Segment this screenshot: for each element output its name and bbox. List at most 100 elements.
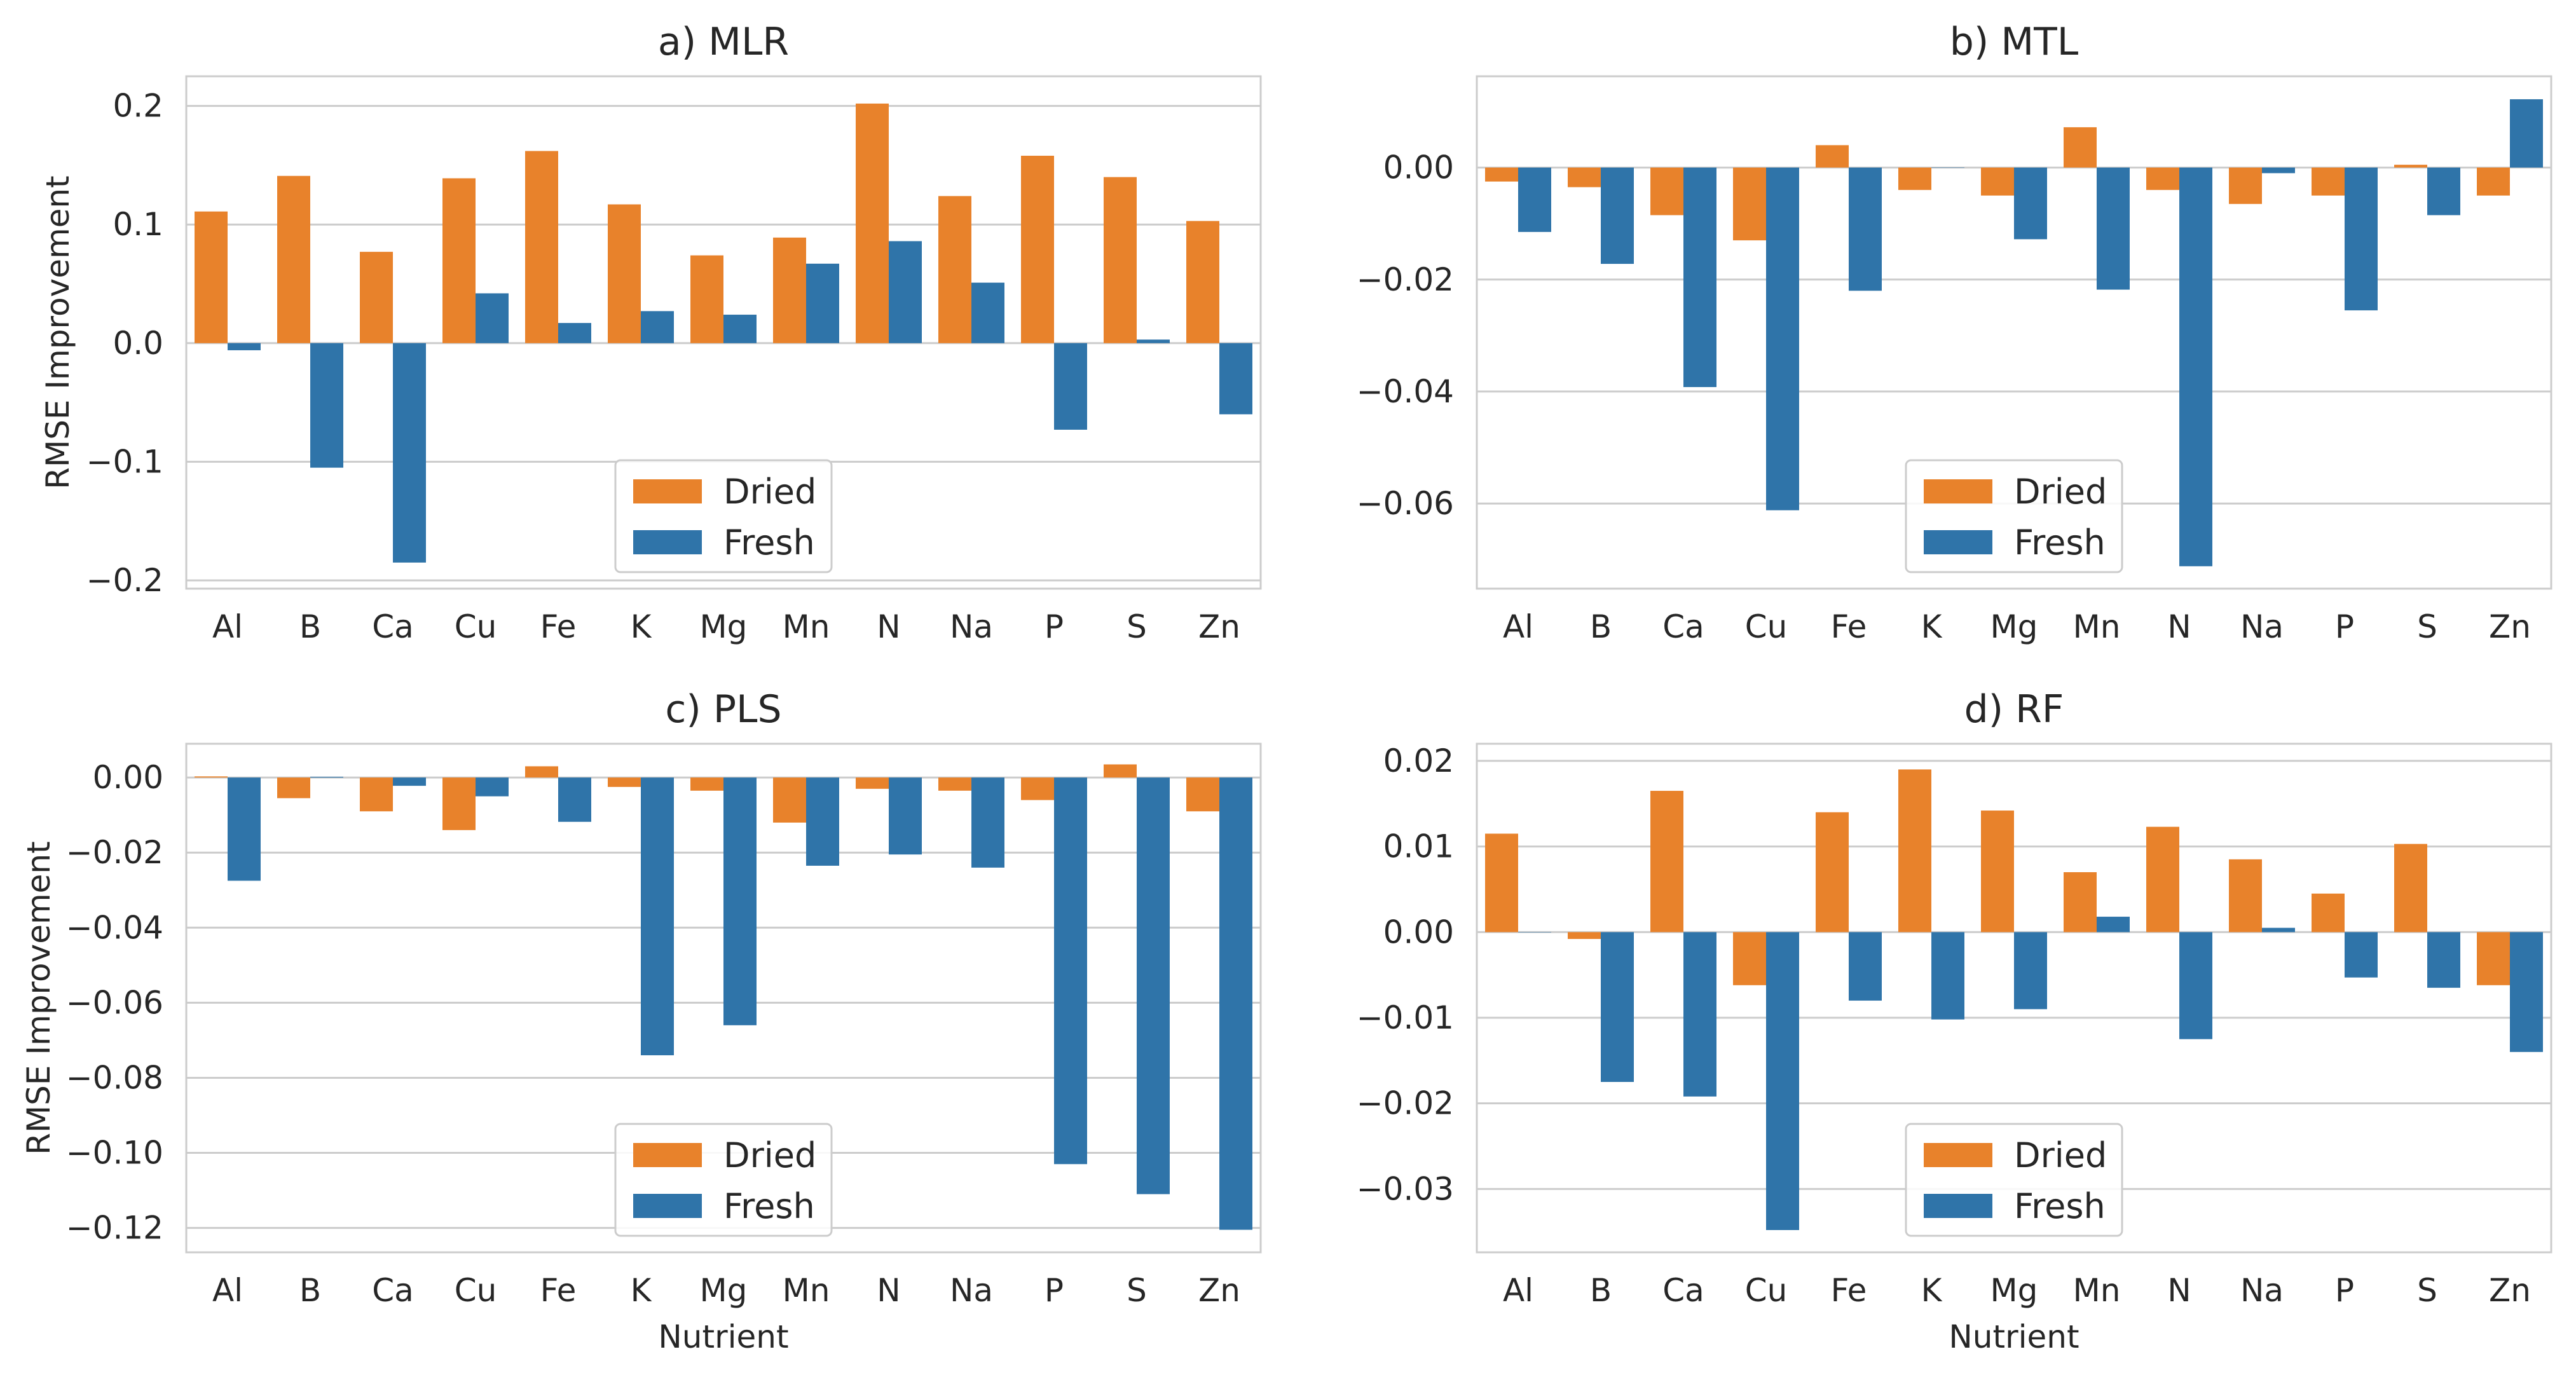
- bar-dried-al: [1485, 167, 1518, 182]
- bar-dried-mg: [690, 777, 723, 791]
- y-tick-label: −0.08: [66, 1059, 163, 1096]
- bar-fresh-n: [889, 777, 922, 855]
- legend-swatch-dried: [633, 479, 702, 503]
- bar-fresh-ca: [393, 777, 426, 786]
- bar-fresh-b: [1601, 932, 1634, 1082]
- x-tick-label: Ca: [372, 608, 414, 645]
- x-axis-label: Nutrient: [1949, 1318, 2079, 1355]
- bar-dried-b: [277, 175, 310, 343]
- bar-fresh-s: [2427, 167, 2460, 216]
- bar-dried-fe: [1816, 812, 1849, 933]
- bar-dried-k: [608, 777, 641, 787]
- bar-dried-k: [1898, 769, 1931, 933]
- bar-dried-zn: [1186, 221, 1219, 343]
- legend-swatch-fresh: [1924, 530, 1992, 554]
- bar-fresh-s: [2427, 932, 2460, 988]
- bar-fresh-al: [228, 777, 261, 881]
- bar-dried-zn: [1186, 777, 1219, 812]
- y-tick-label: −0.04: [66, 909, 163, 946]
- bar-fresh-n: [2179, 932, 2212, 1039]
- x-tick-label: Zn: [1198, 1272, 1240, 1309]
- x-tick-label: Mn: [2073, 608, 2121, 645]
- bar-fresh-ca: [393, 343, 426, 563]
- bar-dried-cu: [442, 178, 476, 343]
- x-tick-label: Ca: [372, 1272, 414, 1309]
- x-tick-label: N: [877, 1272, 900, 1309]
- bar-dried-k: [608, 204, 641, 343]
- bar-dried-b: [1568, 932, 1601, 940]
- bar-dried-cu: [1733, 167, 1766, 241]
- y-tick-label: −0.12: [66, 1210, 163, 1247]
- bar-fresh-zn: [2510, 932, 2543, 1052]
- legend-label-fresh: Fresh: [723, 1186, 815, 1226]
- x-tick-label: N: [877, 608, 900, 645]
- y-tick-label: 0.01: [1383, 828, 1454, 865]
- y-tick-label: −0.03: [1357, 1170, 1454, 1207]
- legend-label-dried: Dried: [723, 472, 816, 512]
- legend-label-dried: Dried: [723, 1135, 816, 1175]
- legend: Dried Fresh: [1905, 459, 2123, 573]
- bar-dried-na: [938, 777, 971, 791]
- bar-fresh-p: [1054, 343, 1087, 430]
- bar-fresh-al: [1518, 932, 1551, 933]
- bar-fresh-k: [1931, 932, 1964, 1020]
- legend: Dried Fresh: [614, 1123, 833, 1237]
- y-tick-label: −0.2: [86, 562, 163, 599]
- y-tick-label: −0.04: [1357, 373, 1454, 410]
- x-tick-label: Cu: [1745, 608, 1788, 645]
- y-tick-label: 0.00: [1383, 913, 1454, 950]
- x-tick-label: Ca: [1662, 608, 1704, 645]
- legend-label-dried: Dried: [2014, 472, 2107, 512]
- bar-dried-fe: [1816, 145, 1849, 168]
- bar-dried-b: [1568, 167, 1601, 188]
- bar-dried-cu: [1733, 932, 1766, 985]
- bar-dried-mn: [2064, 872, 2097, 933]
- legend-swatch-dried: [1924, 1143, 1992, 1167]
- bar-dried-al: [195, 211, 228, 343]
- x-tick-label: Cu: [455, 608, 497, 645]
- x-tick-label: Al: [1503, 1272, 1533, 1309]
- bar-dried-mg: [1981, 167, 2014, 196]
- x-tick-label: Al: [1503, 608, 1533, 645]
- bar-dried-b: [277, 777, 310, 798]
- bar-dried-zn: [2477, 167, 2510, 196]
- bar-dried-p: [1021, 156, 1054, 343]
- legend-label-fresh: Fresh: [723, 523, 815, 563]
- bar-fresh-mn: [2097, 167, 2130, 290]
- y-tick-label: −0.01: [1357, 999, 1454, 1036]
- bar-fresh-cu: [1766, 167, 1799, 510]
- panel-a-mlr: −0.2 −0.1 0.0 0.1 0.2 Al B Ca Cu Fe K Mg Mn N Na P S Zn a)…: [39, 20, 1262, 645]
- bar-fresh-cu: [476, 293, 509, 343]
- legend-label-fresh: Fresh: [2014, 1186, 2106, 1226]
- plot-frame: [1476, 75, 2552, 590]
- bar-dried-zn: [2477, 932, 2510, 985]
- bar-fresh-na: [2262, 927, 2295, 933]
- bar-fresh-n: [889, 241, 922, 343]
- legend-swatch-dried: [633, 1143, 702, 1167]
- x-tick-label: P: [2335, 1272, 2354, 1309]
- bar-dried-k: [1898, 167, 1931, 190]
- bar-fresh-zn: [2510, 99, 2543, 168]
- bar-fresh-p: [2345, 167, 2378, 311]
- bar-dried-p: [2312, 893, 2345, 933]
- x-tick-label: Zn: [1198, 608, 1240, 645]
- bar-dried-mn: [773, 777, 806, 823]
- bar-fresh-mg: [2014, 932, 2047, 1009]
- x-tick-label: S: [1127, 1272, 1147, 1309]
- x-tick-label: K: [1921, 1272, 1943, 1309]
- y-axis-label: RMSE Improvement: [20, 841, 57, 1154]
- bar-dried-mn: [773, 237, 806, 343]
- plot-frame: [1476, 742, 2552, 1254]
- bar-dried-fe: [525, 766, 558, 778]
- chart-title: b) MTL: [1950, 20, 2079, 64]
- x-tick-label: B: [299, 1272, 321, 1309]
- x-tick-label: S: [2417, 1272, 2437, 1309]
- y-tick-label: 0.00: [1383, 149, 1454, 186]
- bar-fresh-n: [2179, 167, 2212, 566]
- x-tick-label: Mn: [2073, 1272, 2121, 1309]
- bar-dried-al: [1485, 833, 1518, 933]
- x-tick-label: S: [1127, 608, 1147, 645]
- x-tick-label: Al: [212, 1272, 243, 1309]
- x-tick-label: B: [1590, 1272, 1612, 1309]
